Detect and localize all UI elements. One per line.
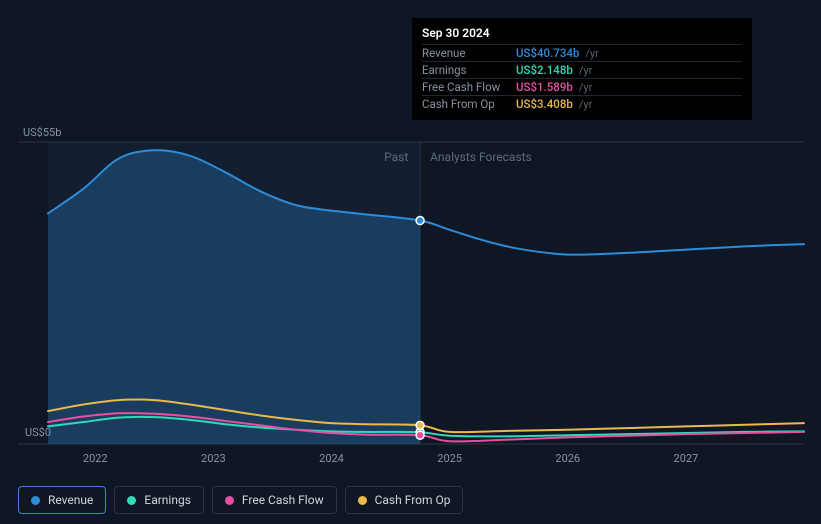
legend-swatch [225, 496, 234, 505]
legend-label: Free Cash Flow [242, 493, 324, 507]
chart-legend: Revenue Earnings Free Cash Flow Cash From O… [18, 486, 463, 514]
tooltip-row: Cash From Op US$3.408b/yr [422, 95, 742, 112]
x-tick-label: 2026 [555, 452, 580, 465]
x-tick-label: 2022 [83, 452, 108, 465]
tooltip-row-suffix: /yr [585, 47, 598, 60]
legend-label: Earnings [144, 493, 191, 507]
y-tick-label: US$55b [23, 126, 61, 139]
x-tick-label: 2025 [437, 452, 462, 465]
legend-item-earnings[interactable]: Earnings [114, 486, 204, 514]
tooltip-row-label: Cash From Op [422, 97, 510, 111]
x-axis: 2022 2023 2024 2025 2026 2027 [0, 452, 821, 468]
y-tick-label: US$0 [25, 426, 51, 439]
tooltip-row-suffix: /yr [579, 98, 592, 111]
tooltip-row-suffix: /yr [579, 64, 592, 77]
legend-swatch [358, 496, 367, 505]
legend-item-revenue[interactable]: Revenue [18, 486, 106, 514]
tooltip-row-label: Revenue [422, 46, 510, 60]
legend-label: Revenue [48, 493, 93, 507]
tooltip-row: Earnings US$2.148b/yr [422, 61, 742, 78]
tooltip-row-value: US$1.589b [516, 80, 573, 94]
tooltip-row: Revenue US$40.734b/yr [422, 44, 742, 61]
legend-item-cash-from-op[interactable]: Cash From Op [345, 486, 464, 514]
legend-swatch [127, 496, 136, 505]
legend-label: Cash From Op [375, 493, 451, 507]
tooltip-row-suffix: /yr [579, 81, 592, 94]
tooltip-row-value: US$40.734b [516, 46, 579, 60]
x-tick-label: 2027 [674, 452, 699, 465]
tooltip-row: Free Cash Flow US$1.589b/yr [422, 78, 742, 95]
chart-tooltip: Sep 30 2024 RevenueUS$40.734b/yrEarnings… [412, 18, 752, 120]
tooltip-row-value: US$3.408b [516, 97, 573, 111]
x-tick-label: 2023 [201, 452, 226, 465]
forecast-label: Analysts Forecasts [430, 150, 532, 164]
past-label: Past [384, 150, 408, 164]
x-tick-label: 2024 [319, 452, 344, 465]
tooltip-date: Sep 30 2024 [422, 26, 742, 40]
legend-swatch [31, 496, 40, 505]
tooltip-row-label: Earnings [422, 63, 510, 77]
tooltip-row-value: US$2.148b [516, 63, 573, 77]
tooltip-row-label: Free Cash Flow [422, 80, 510, 94]
legend-item-free-cash-flow[interactable]: Free Cash Flow [212, 486, 337, 514]
